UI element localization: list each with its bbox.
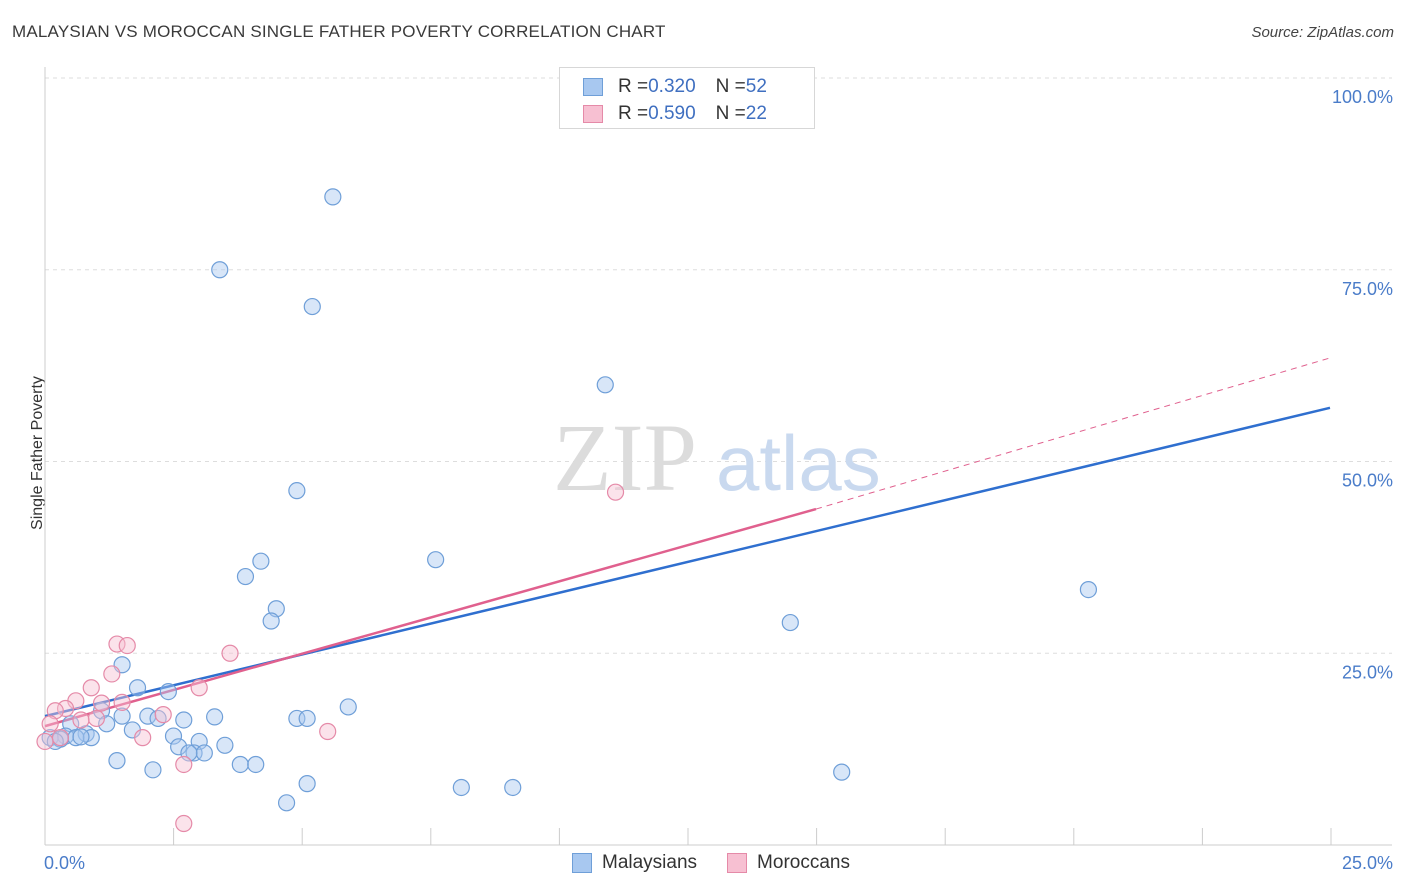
source-attribution: Source: ZipAtlas.com bbox=[1251, 24, 1394, 41]
malaysian-point bbox=[262, 612, 280, 630]
moroccan-point bbox=[175, 755, 193, 774]
moroccan-point bbox=[154, 706, 172, 724]
malaysian-point bbox=[206, 708, 224, 726]
malaysian-point bbox=[298, 709, 316, 728]
moroccan-point bbox=[87, 709, 106, 728]
series-label-moroccans: Moroccans bbox=[757, 852, 850, 873]
correlation-legend: R = 0.320 N = 52 R = 0.590 N = 22 bbox=[559, 67, 815, 129]
malaysian-point bbox=[159, 682, 177, 701]
moroccan-point bbox=[72, 711, 90, 729]
moroccan-point bbox=[36, 732, 54, 751]
legend-n-label: N = bbox=[715, 76, 746, 97]
x-tick-label: 0.0% bbox=[44, 853, 85, 873]
legend-row-moroccans: R = 0.590 N = 22 bbox=[583, 103, 767, 125]
malaysian-point bbox=[452, 778, 470, 797]
moroccan-point bbox=[92, 694, 111, 712]
series-swatch-malaysians bbox=[572, 853, 592, 873]
x-tick-label: 25.0% bbox=[1342, 853, 1393, 873]
moroccan-point bbox=[134, 729, 152, 747]
legend-row-malaysians: R = 0.320 N = 52 bbox=[583, 76, 767, 98]
moroccan-point bbox=[51, 729, 70, 747]
malaysian-point bbox=[504, 778, 522, 797]
series-legend-malaysians: Malaysians bbox=[572, 852, 697, 874]
watermark-atlas: atlas bbox=[716, 419, 881, 507]
moroccan-point bbox=[606, 483, 625, 501]
moroccan-point bbox=[113, 693, 131, 711]
malaysian-point bbox=[236, 567, 255, 586]
malaysian-point bbox=[170, 738, 188, 756]
malaysian-point bbox=[72, 728, 90, 746]
moroccan-point bbox=[103, 665, 121, 683]
malaysian-point bbox=[211, 261, 229, 279]
malaysian-point bbox=[298, 775, 316, 793]
legend-swatch-malaysians bbox=[583, 78, 603, 96]
legend-r-label: R = bbox=[618, 103, 649, 124]
malaysian-point bbox=[128, 679, 147, 697]
legend-n-value: 52 bbox=[745, 76, 767, 97]
moroccan-point bbox=[46, 702, 64, 720]
legend-swatch-moroccans bbox=[583, 105, 603, 123]
series-legend-moroccans: Moroccans bbox=[727, 852, 850, 874]
malaysian-point bbox=[108, 752, 126, 770]
moroccan-point bbox=[82, 679, 100, 697]
trend-lines bbox=[44, 357, 1331, 728]
malaysian-point bbox=[247, 755, 265, 774]
y-tick-label: 50.0% bbox=[1342, 471, 1393, 491]
data-points bbox=[36, 69, 1098, 833]
malaysian-point bbox=[339, 698, 357, 716]
watermark-zip: ZIP bbox=[553, 404, 697, 511]
moroccan-point bbox=[118, 636, 136, 655]
legend-r-label: R = bbox=[618, 76, 649, 97]
tick-labels: 25.0% 50.0% 75.0% 100.0% 0.0% 25.0% bbox=[44, 87, 1393, 873]
malaysian-point bbox=[781, 613, 799, 632]
malaysian-point bbox=[195, 744, 213, 762]
malaysian-point bbox=[113, 707, 131, 725]
gridlines bbox=[45, 77, 1392, 654]
moroccan-trend-line bbox=[44, 507, 817, 728]
series-swatch-moroccans bbox=[727, 853, 748, 873]
legend-n-value: 22 bbox=[745, 103, 767, 124]
moroccan-point bbox=[175, 814, 193, 833]
malaysian-point bbox=[98, 715, 116, 733]
series-label-malaysians: Malaysians bbox=[602, 852, 698, 873]
malaysian-point bbox=[596, 376, 614, 394]
malaysian-point bbox=[1079, 580, 1098, 599]
chart-title: MALAYSIAN VS MOROCCAN SINGLE FATHER POVE… bbox=[12, 22, 666, 41]
malaysian-point bbox=[252, 552, 270, 570]
legend-r-value: 0.320 bbox=[648, 76, 696, 97]
series-legend: Malaysians Moroccans bbox=[572, 852, 880, 874]
y-tick-label: 25.0% bbox=[1342, 662, 1393, 682]
malaysian-point bbox=[277, 794, 296, 812]
moroccan-trend-extension bbox=[815, 357, 1331, 510]
legend-n-label: N = bbox=[715, 103, 746, 124]
malaysian-point bbox=[175, 711, 193, 729]
moroccan-point bbox=[56, 699, 75, 718]
malaysian-point bbox=[303, 297, 321, 316]
malaysian-point bbox=[164, 727, 183, 745]
moroccan-point bbox=[319, 722, 337, 741]
malaysian-point bbox=[324, 188, 342, 206]
moroccan-point bbox=[190, 679, 208, 697]
moroccan-point bbox=[221, 644, 239, 662]
y-tick-label: 75.0% bbox=[1342, 279, 1393, 299]
moroccan-point bbox=[41, 715, 59, 733]
malaysian-point bbox=[833, 763, 851, 781]
legend-r-value: 0.590 bbox=[648, 103, 696, 124]
malaysian-point bbox=[216, 736, 234, 754]
malaysian-point bbox=[427, 551, 445, 569]
malaysian-point bbox=[144, 761, 162, 779]
y-tick-label: 100.0% bbox=[1332, 87, 1393, 107]
malaysian-point bbox=[231, 755, 249, 774]
malaysian-point bbox=[288, 482, 306, 500]
